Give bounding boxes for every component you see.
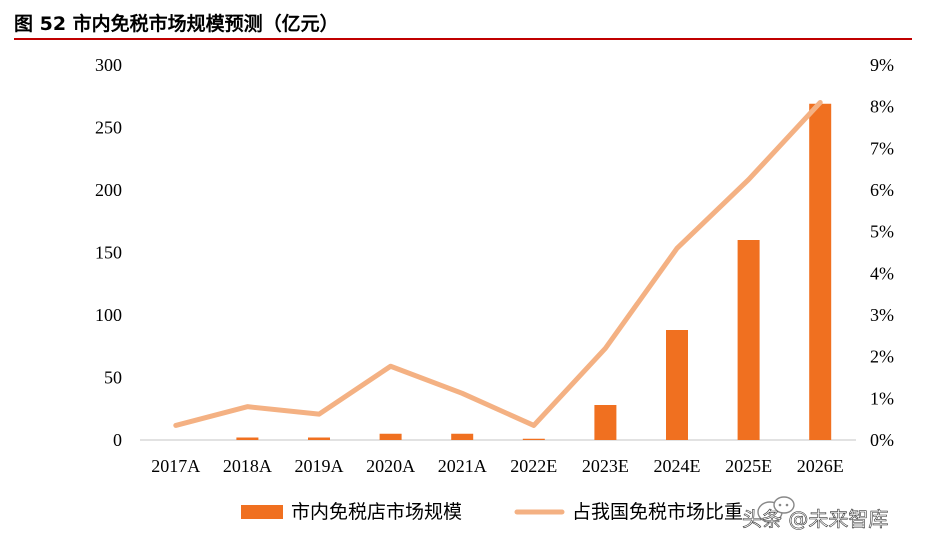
bar-series [236, 103, 832, 440]
chart-title: 图 52 市内免税市场规模预测（亿元） [14, 12, 339, 35]
right-tick-label: 4% [870, 263, 894, 283]
watermark-text: 头条 @未来智库 [742, 507, 888, 531]
bar [666, 330, 688, 440]
left-tick-label: 0 [113, 430, 122, 450]
x-tick-label: 2021A [438, 456, 487, 476]
bar [379, 433, 402, 440]
right-tick-label: 0% [870, 430, 894, 450]
legend: 市内免税店市场规模 占我国免税市场比重 [241, 501, 743, 523]
x-tick-label: 2026E [797, 456, 844, 476]
right-tick-label: 2% [870, 347, 894, 367]
right-tick-label: 9% [870, 55, 894, 75]
right-tick-label: 8% [870, 97, 894, 117]
legend-label-line: 占我国免税市场比重 [572, 501, 743, 523]
x-tick-label: 2023E [582, 456, 629, 476]
x-tick-label: 2020A [366, 456, 415, 476]
x-tick-label: 2024E [654, 456, 701, 476]
left-tick-label: 50 [104, 368, 122, 388]
bar [236, 437, 259, 440]
left-tick-label: 300 [95, 55, 122, 75]
right-tick-label: 7% [870, 138, 894, 158]
left-tick-label: 200 [95, 180, 122, 200]
x-axis-ticks: 2017A 2018A 2019A 2020A 2021A 2022E 2023E 2024E… [151, 456, 843, 476]
bar [451, 433, 474, 440]
left-tick-label: 250 [95, 118, 122, 138]
bar [594, 405, 617, 440]
x-tick-label: 2018A [223, 456, 272, 476]
x-tick-label: 2022E [510, 456, 557, 476]
x-tick-label: 2025E [725, 456, 772, 476]
legend-label-bar: 市内免税店市场规模 [291, 501, 462, 523]
right-axis-ticks: 0% 1% 2% 3% 4% 5% 6% 7% 8% 9% [870, 55, 894, 450]
right-tick-label: 6% [870, 180, 894, 200]
legend-swatch-bar [241, 505, 283, 519]
right-tick-label: 1% [870, 388, 894, 408]
right-tick-label: 5% [870, 222, 894, 242]
left-tick-label: 100 [95, 305, 122, 325]
chat-bubble-icon [757, 496, 795, 523]
left-axis-ticks: 0 50 100 150 200 250 300 [95, 55, 122, 450]
bar [308, 437, 330, 440]
watermark: 头条 @未来智库 [742, 496, 889, 531]
x-tick-label: 2019A [295, 456, 344, 476]
x-tick-label: 2017A [151, 456, 200, 476]
bar [737, 240, 760, 440]
right-tick-label: 3% [870, 305, 894, 325]
line-series [173, 100, 823, 428]
bar [809, 103, 832, 440]
line-path [173, 100, 823, 428]
bar [522, 438, 545, 440]
left-tick-label: 150 [95, 243, 122, 263]
